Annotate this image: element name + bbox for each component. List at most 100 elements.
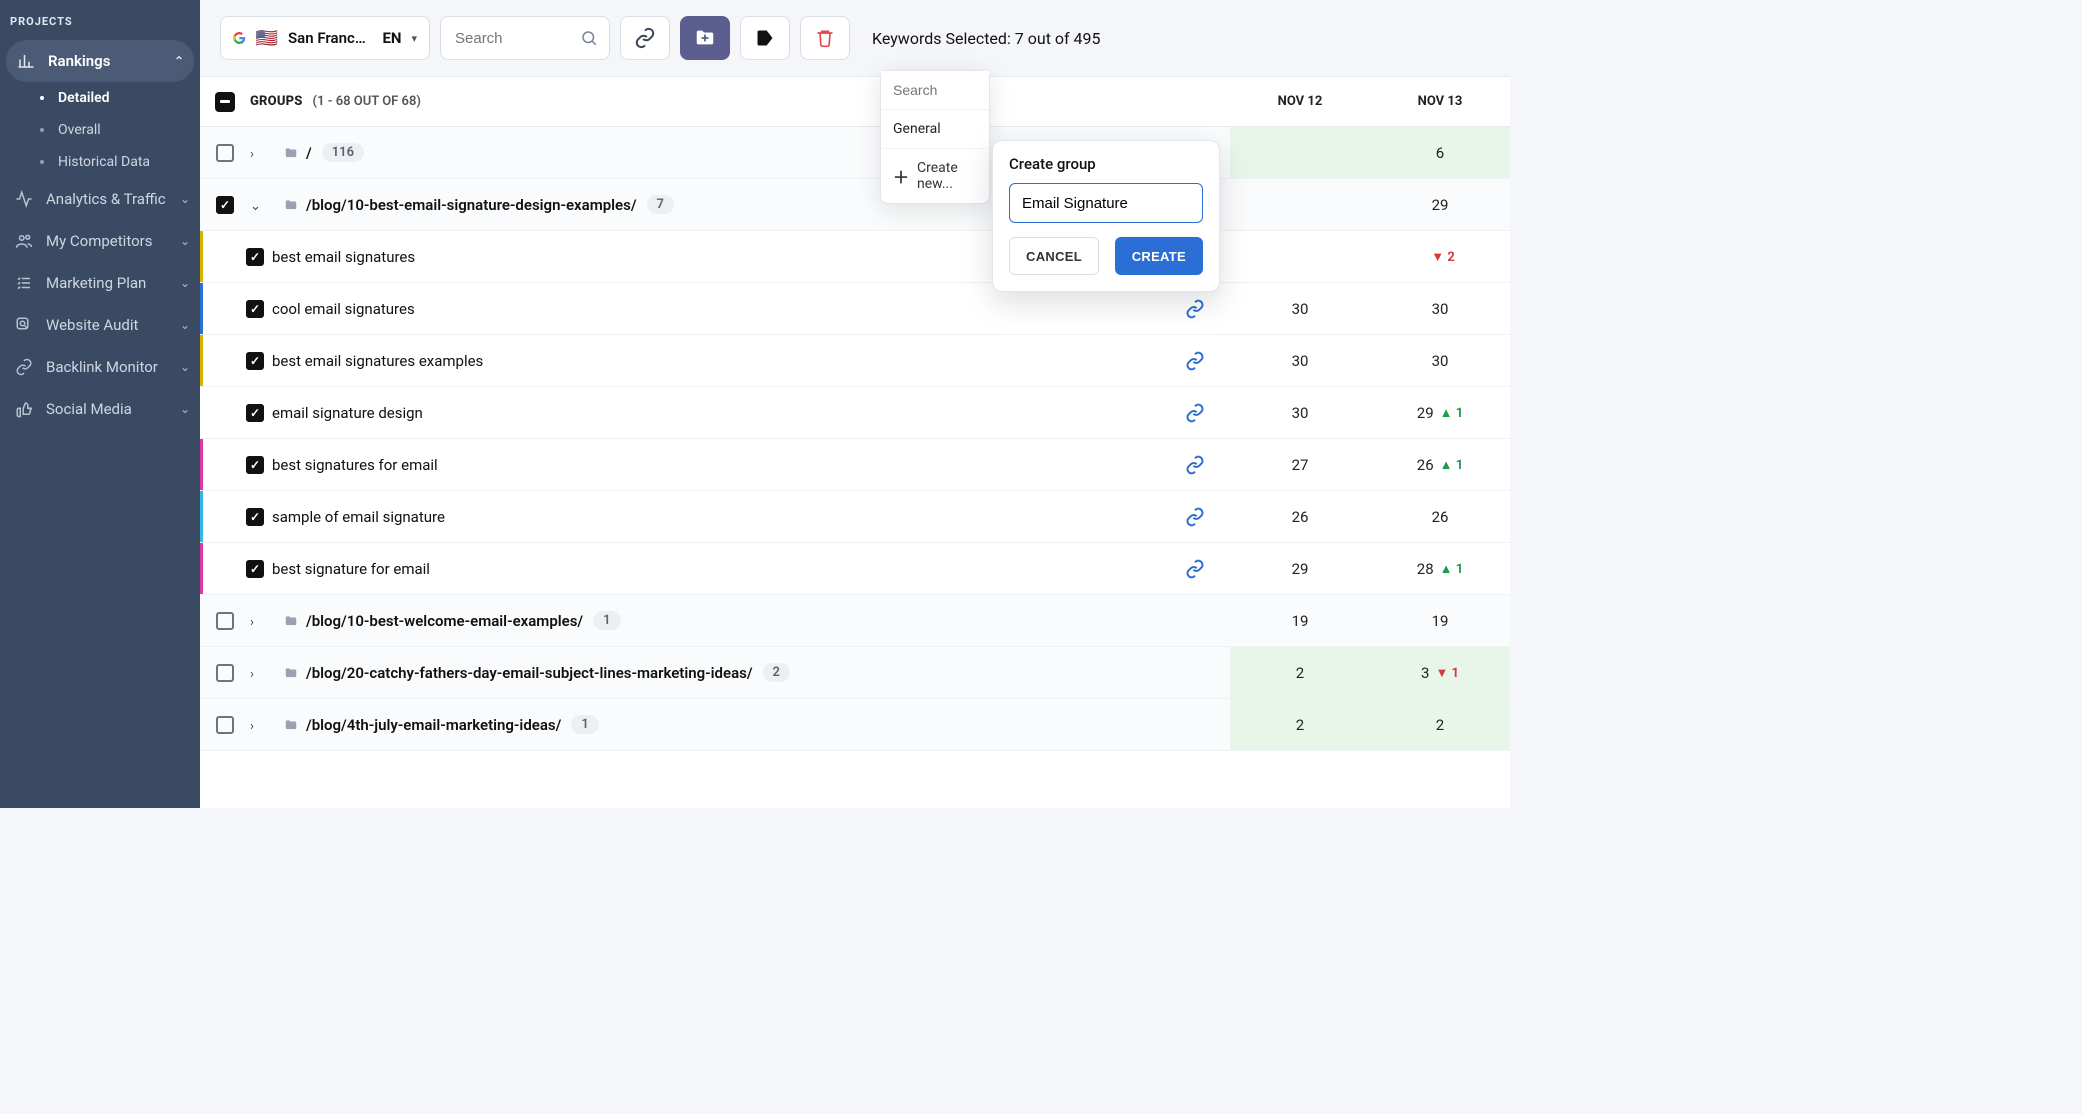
sidebar: PROJECTS Rankings ⌃ Detailed Overall His…: [0, 0, 200, 808]
magnify-icon: [14, 315, 34, 335]
date-cell: 2: [1230, 699, 1370, 750]
row-checkbox[interactable]: [216, 612, 234, 630]
sidebar-header: PROJECTS: [0, 0, 200, 40]
nav-label: Marketing Plan: [46, 274, 146, 292]
create-group-popover: Create group CANCEL CREATE: [992, 140, 1220, 292]
row-checkbox[interactable]: [246, 248, 264, 266]
keyword-text: best signature for email: [272, 560, 430, 578]
group-path: /blog/10-best-welcome-email-examples/: [306, 612, 583, 630]
group-count: 2: [763, 663, 790, 682]
create-button[interactable]: CREATE: [1115, 237, 1203, 275]
folder-dropdown: General ＋ Create new...: [880, 70, 990, 204]
date-cell: 19: [1230, 595, 1370, 646]
keywords-selected-label: Keywords Selected: 7 out of 495: [872, 29, 1101, 48]
keyword-row[interactable]: best signatures for email2726 ▲ 1: [200, 439, 1510, 491]
url-link-icon[interactable]: [1160, 455, 1230, 475]
toolbar-search: [440, 16, 610, 60]
url-link-icon[interactable]: [1160, 351, 1230, 371]
expand-icon[interactable]: ⌄: [250, 199, 261, 214]
group-path: /blog/10-best-email-signature-design-exa…: [306, 196, 637, 214]
keyword-row[interactable]: email signature design3029 ▲ 1: [200, 387, 1510, 439]
url-link-icon[interactable]: [1160, 507, 1230, 527]
tag-button[interactable]: [740, 16, 790, 60]
nav-item-analytics-traffic[interactable]: Analytics & Traffic⌄: [0, 178, 200, 220]
nav-label: My Competitors: [46, 232, 152, 250]
keyword-text: cool email signatures: [272, 300, 415, 318]
expand-icon[interactable]: ›: [250, 147, 254, 162]
row-checkbox[interactable]: [246, 300, 264, 318]
nav-item-website-audit[interactable]: Website Audit⌄: [0, 304, 200, 346]
link-button[interactable]: [620, 16, 670, 60]
row-checkbox[interactable]: [216, 196, 234, 214]
url-link-icon[interactable]: [1160, 559, 1230, 579]
groups-label: GROUPS: [250, 94, 303, 109]
folder-icon: [276, 666, 306, 680]
nav-item-my-competitors[interactable]: My Competitors ⌄: [0, 220, 200, 262]
date-cell: 2: [1230, 647, 1370, 698]
group-row[interactable]: ⌄ /blog/10-best-email-signature-design-ex…: [200, 179, 1510, 231]
delete-button[interactable]: [800, 16, 850, 60]
url-link-icon[interactable]: [1160, 403, 1230, 423]
stripe: [200, 283, 203, 334]
location-selector[interactable]: 🇺🇸 San Francisco, ... EN ▾: [220, 16, 430, 60]
folder-icon: [276, 198, 306, 212]
group-row[interactable]: › /blog/20-catchy-fathers-day-email-subje…: [200, 647, 1510, 699]
group-row[interactable]: ›/blog/4th-july-email-marketing-ideas/12…: [200, 699, 1510, 751]
date-cell: 2: [1370, 699, 1510, 750]
date-cell: 29: [1230, 543, 1370, 594]
thumbs-icon: [14, 399, 34, 419]
nav-label: Website Audit: [46, 316, 138, 334]
delta-up: ▲ 1: [1440, 561, 1464, 577]
keyword-row[interactable]: best signature for email2928 ▲ 1: [200, 543, 1510, 595]
keyword-row[interactable]: best email signatures examples3030: [200, 335, 1510, 387]
folder-search-input[interactable]: [881, 71, 989, 110]
row-checkbox[interactable]: [246, 404, 264, 422]
select-all-checkbox[interactable]: [215, 92, 235, 112]
date-cell: 30: [1370, 335, 1510, 386]
row-checkbox[interactable]: [216, 144, 234, 162]
add-to-folder-button[interactable]: [680, 16, 730, 60]
folder-create-new[interactable]: ＋ Create new...: [881, 149, 989, 203]
row-checkbox[interactable]: [246, 508, 264, 526]
rank-value: 19: [1432, 612, 1449, 630]
date-cell: [1230, 127, 1370, 178]
group-row[interactable]: ›/1166: [200, 127, 1510, 179]
cancel-button[interactable]: CANCEL: [1009, 237, 1099, 275]
row-checkbox[interactable]: [246, 352, 264, 370]
language-label: EN: [382, 29, 401, 47]
date-cell: 3 ▼ 1: [1370, 647, 1510, 698]
flag-icon: 🇺🇸: [256, 28, 278, 49]
nav-item-backlink-monitor[interactable]: Backlink Monitor⌄: [0, 346, 200, 388]
location-text: San Francisco, ...: [288, 29, 368, 47]
row-checkbox[interactable]: [246, 560, 264, 578]
date-cell: 19: [1370, 595, 1510, 646]
keyword-row[interactable]: best email signatures ▼ 2: [200, 231, 1510, 283]
folder-option-general[interactable]: General: [881, 110, 989, 149]
sub-item-overall[interactable]: Overall: [0, 114, 200, 146]
sub-item-historical[interactable]: Historical Data: [0, 146, 200, 178]
keyword-row[interactable]: cool email signatures3030: [200, 283, 1510, 335]
group-name-input[interactable]: [1009, 183, 1203, 223]
nav-label: Social Media: [46, 400, 132, 418]
nav-item-marketing-plan[interactable]: Marketing Plan⌄: [0, 262, 200, 304]
date-cell: 30: [1230, 335, 1370, 386]
nav-item-rankings[interactable]: Rankings ⌃: [6, 40, 194, 82]
url-link-icon[interactable]: [1160, 299, 1230, 319]
expand-icon[interactable]: ›: [250, 667, 254, 682]
group-path: /blog/20-catchy-fathers-day-email-subjec…: [306, 664, 753, 682]
row-checkbox[interactable]: [246, 456, 264, 474]
group-row[interactable]: ›/blog/10-best-welcome-email-examples/11…: [200, 595, 1510, 647]
keyword-row[interactable]: sample of email signature2626: [200, 491, 1510, 543]
sub-item-detailed[interactable]: Detailed: [0, 82, 200, 114]
rank-value: 27: [1292, 456, 1309, 474]
rank-value: 26: [1292, 508, 1309, 526]
expand-icon[interactable]: ›: [250, 719, 254, 734]
chevron-down-icon: ⌄: [180, 234, 190, 248]
keyword-text: best signatures for email: [272, 456, 438, 474]
nav-item-social-media[interactable]: Social Media⌄: [0, 388, 200, 430]
link-icon: [14, 357, 34, 377]
folder-icon: [276, 614, 306, 628]
row-checkbox[interactable]: [216, 716, 234, 734]
expand-icon[interactable]: ›: [250, 615, 254, 630]
row-checkbox[interactable]: [216, 664, 234, 682]
